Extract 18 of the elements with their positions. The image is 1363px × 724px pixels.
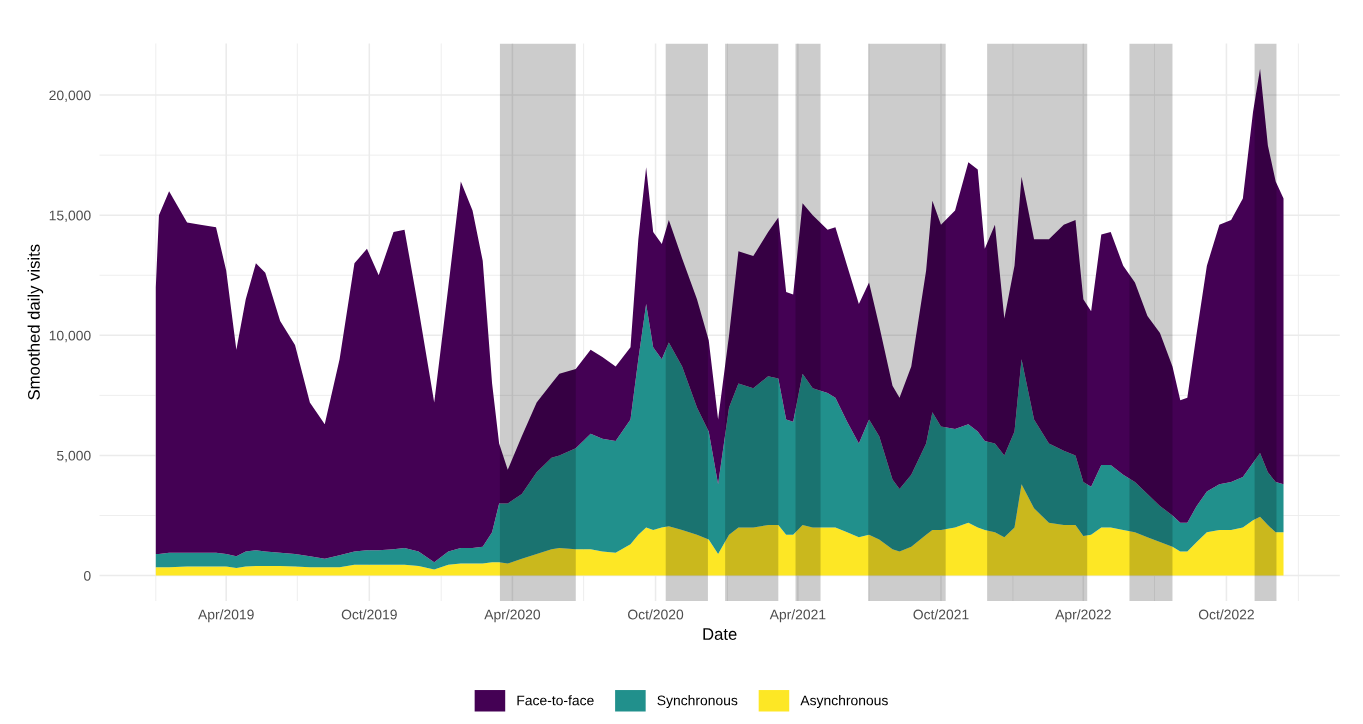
- legend-label: Face-to-face: [517, 695, 594, 706]
- legend-label: Synchronous: [657, 695, 738, 709]
- y-axis-title: Smoothed daily visits: [27, 244, 44, 400]
- y-tick-label: 10,000: [49, 330, 91, 343]
- x-tick-label: Apr/2021: [769, 609, 826, 623]
- x-tick-label: Oct/2022: [1198, 609, 1254, 620]
- y-tick-label: 15,000: [49, 210, 91, 223]
- x-tick-label: Apr/2020: [484, 609, 541, 623]
- y-tick-label: 5,000: [56, 450, 91, 463]
- legend-label: Asynchronous: [800, 695, 888, 709]
- x-tick-label: Oct/2019: [341, 609, 397, 620]
- x-tick-label: Apr/2022: [1055, 609, 1111, 623]
- y-tick-label: 20,000: [49, 90, 91, 102]
- x-tick-label: Apr/2019: [198, 609, 254, 623]
- x-tick-label: Oct/2020: [628, 609, 684, 620]
- x-tick-label: Oct/2021: [913, 609, 969, 620]
- x-axis-title: Date: [703, 628, 737, 640]
- y-tick-label: 0: [83, 570, 91, 581]
